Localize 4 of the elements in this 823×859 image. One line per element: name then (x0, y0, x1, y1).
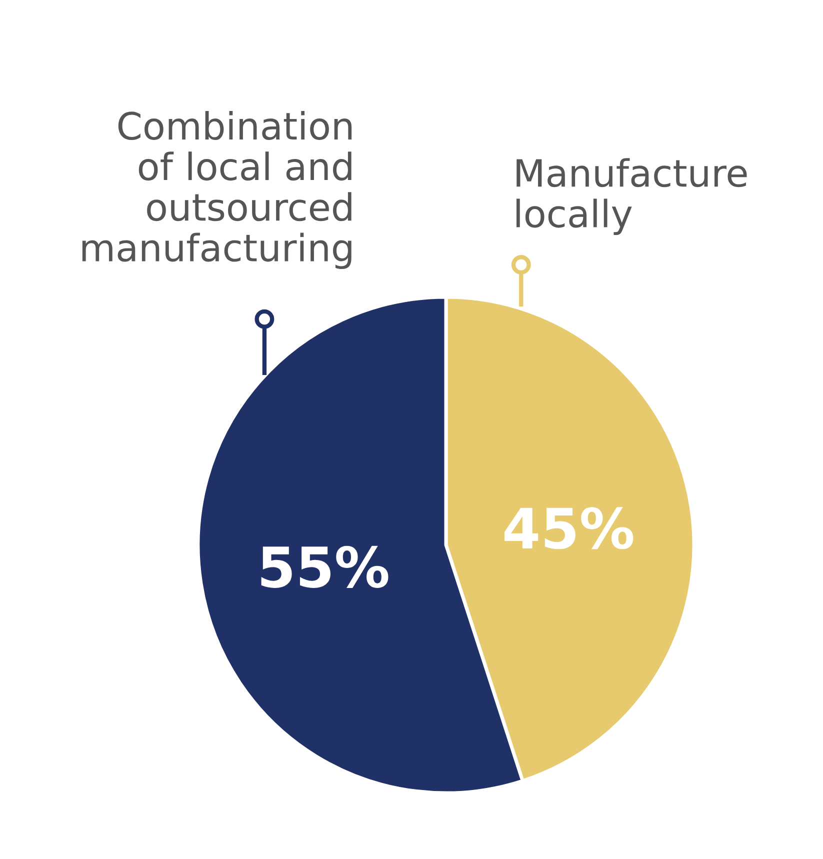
data-label: 45% (504, 507, 634, 550)
slice-label: Manufacture locally (516, 158, 747, 235)
slice-label: Combination of local and outsourced manufacturing (82, 111, 352, 269)
data-label: 55% (261, 546, 388, 588)
